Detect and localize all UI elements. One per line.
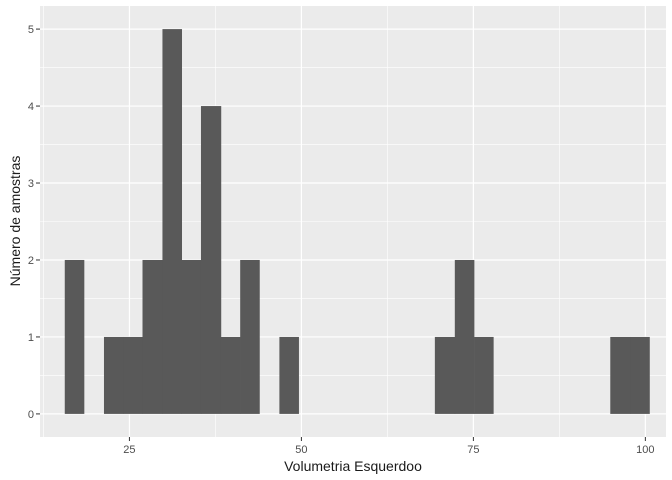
y-tick-label: 4 xyxy=(28,101,34,113)
y-axis: 0 1 2 3 4 5 xyxy=(28,24,40,421)
histogram-bar xyxy=(434,336,456,414)
histogram-bar xyxy=(181,259,202,414)
histogram-bar xyxy=(220,336,241,414)
histogram-bar xyxy=(454,259,475,414)
histogram-bar xyxy=(610,336,631,414)
y-axis-title: Número de amostras xyxy=(7,156,23,287)
x-tick-label: 75 xyxy=(467,444,479,456)
histogram-bars xyxy=(64,29,650,414)
y-tick-label: 1 xyxy=(28,332,34,344)
y-tick-label: 2 xyxy=(28,255,34,267)
x-axis-title: Volumetria Esquerdoo xyxy=(284,458,422,474)
y-tick-label: 0 xyxy=(28,409,34,421)
histogram-bar xyxy=(162,29,183,414)
histogram-bar xyxy=(142,259,163,414)
histogram-bar xyxy=(103,336,124,414)
y-tick-label: 5 xyxy=(28,24,34,36)
histogram-bar xyxy=(474,336,494,414)
histogram-bar xyxy=(200,106,222,414)
histogram-bar xyxy=(240,259,260,414)
x-tick-label: 25 xyxy=(123,444,135,456)
histogram-bar xyxy=(123,336,143,414)
x-tick-label: 100 xyxy=(636,444,654,456)
histogram-bar xyxy=(630,336,650,414)
x-axis: 25 50 75 100 xyxy=(123,437,655,456)
x-tick-label: 50 xyxy=(295,444,307,456)
histogram-bar xyxy=(64,259,85,414)
y-tick-label: 3 xyxy=(28,178,34,190)
histogram-bar xyxy=(279,336,299,414)
